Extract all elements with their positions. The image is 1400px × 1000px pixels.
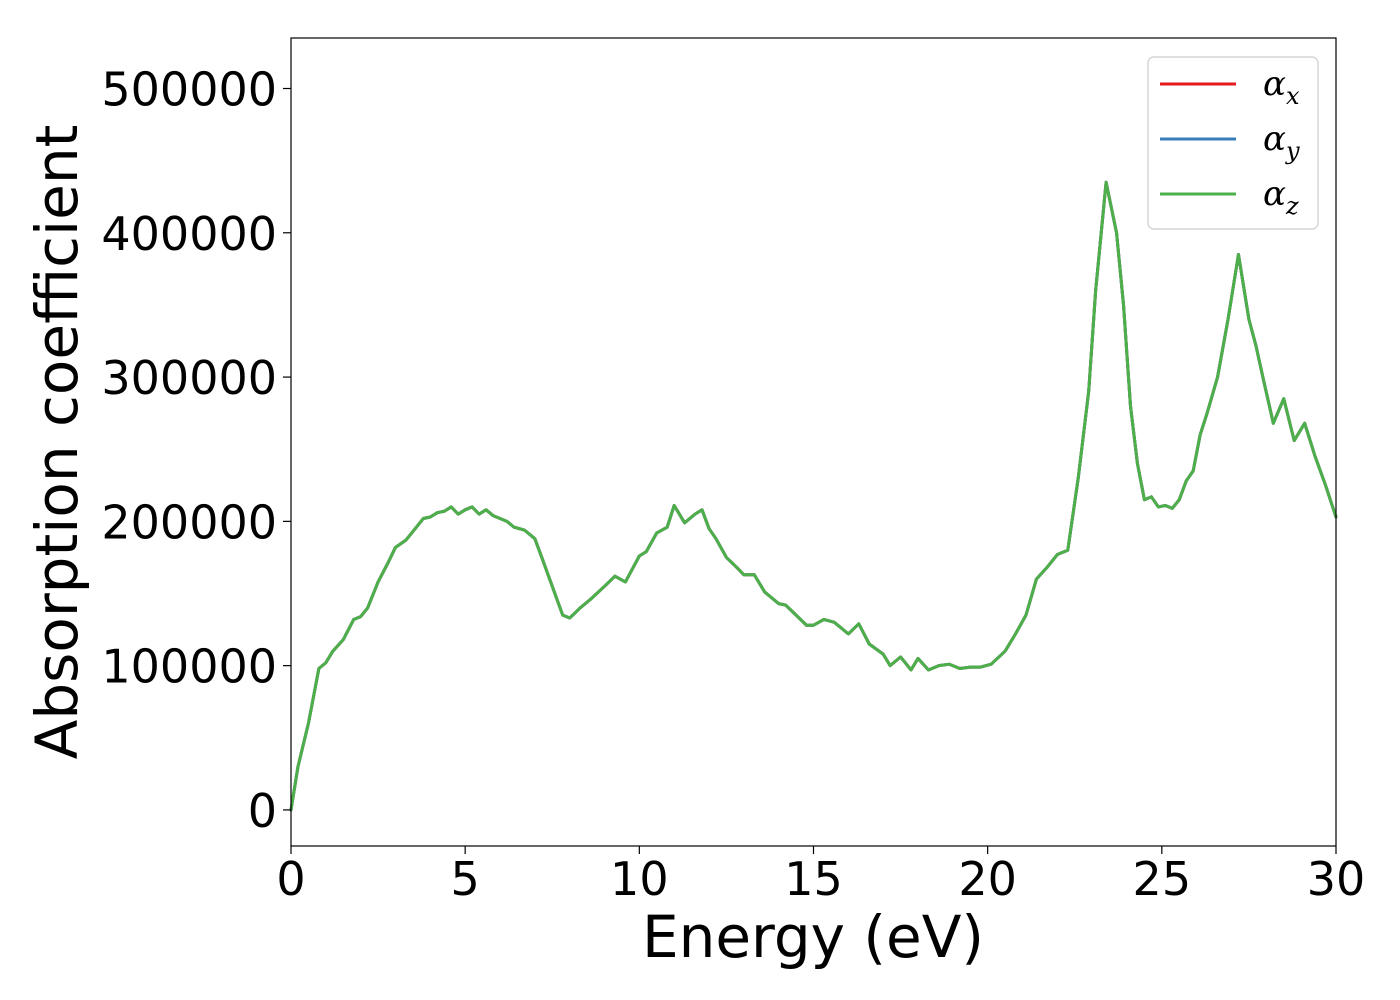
x-axis-label: Energy (eV): [642, 903, 984, 971]
y-tick-label: 200000: [101, 495, 277, 549]
y-axis-ticks: 0 100000 200000 300000 400000 500000: [101, 63, 291, 838]
x-tick-label: 20: [958, 852, 1017, 906]
x-tick-label: 5: [451, 852, 480, 906]
y-tick-label: 0: [248, 784, 277, 838]
x-tick-label: 25: [1133, 852, 1192, 906]
x-axis-ticks: 0 5 10 15 20 25 30: [276, 846, 1365, 906]
y-tick-label: 500000: [101, 63, 277, 117]
series-line-z: [289, 180, 1338, 812]
x-tick-label: 10: [610, 852, 669, 906]
y-tick-label: 400000: [101, 207, 277, 261]
x-tick-label: 30: [1307, 852, 1366, 906]
legend-frame: [1147, 56, 1319, 230]
legend-label-x: αx: [1263, 64, 1300, 110]
x-tick-label: 15: [784, 852, 843, 906]
legend-label-y: αy: [1263, 119, 1300, 165]
y-tick-label: 300000: [101, 351, 277, 405]
series-layer: [289, 180, 1338, 812]
y-axis-label: Absorption coefficient: [23, 125, 91, 760]
x-tick-label: 0: [276, 852, 305, 906]
y-tick-label: 100000: [101, 640, 277, 694]
